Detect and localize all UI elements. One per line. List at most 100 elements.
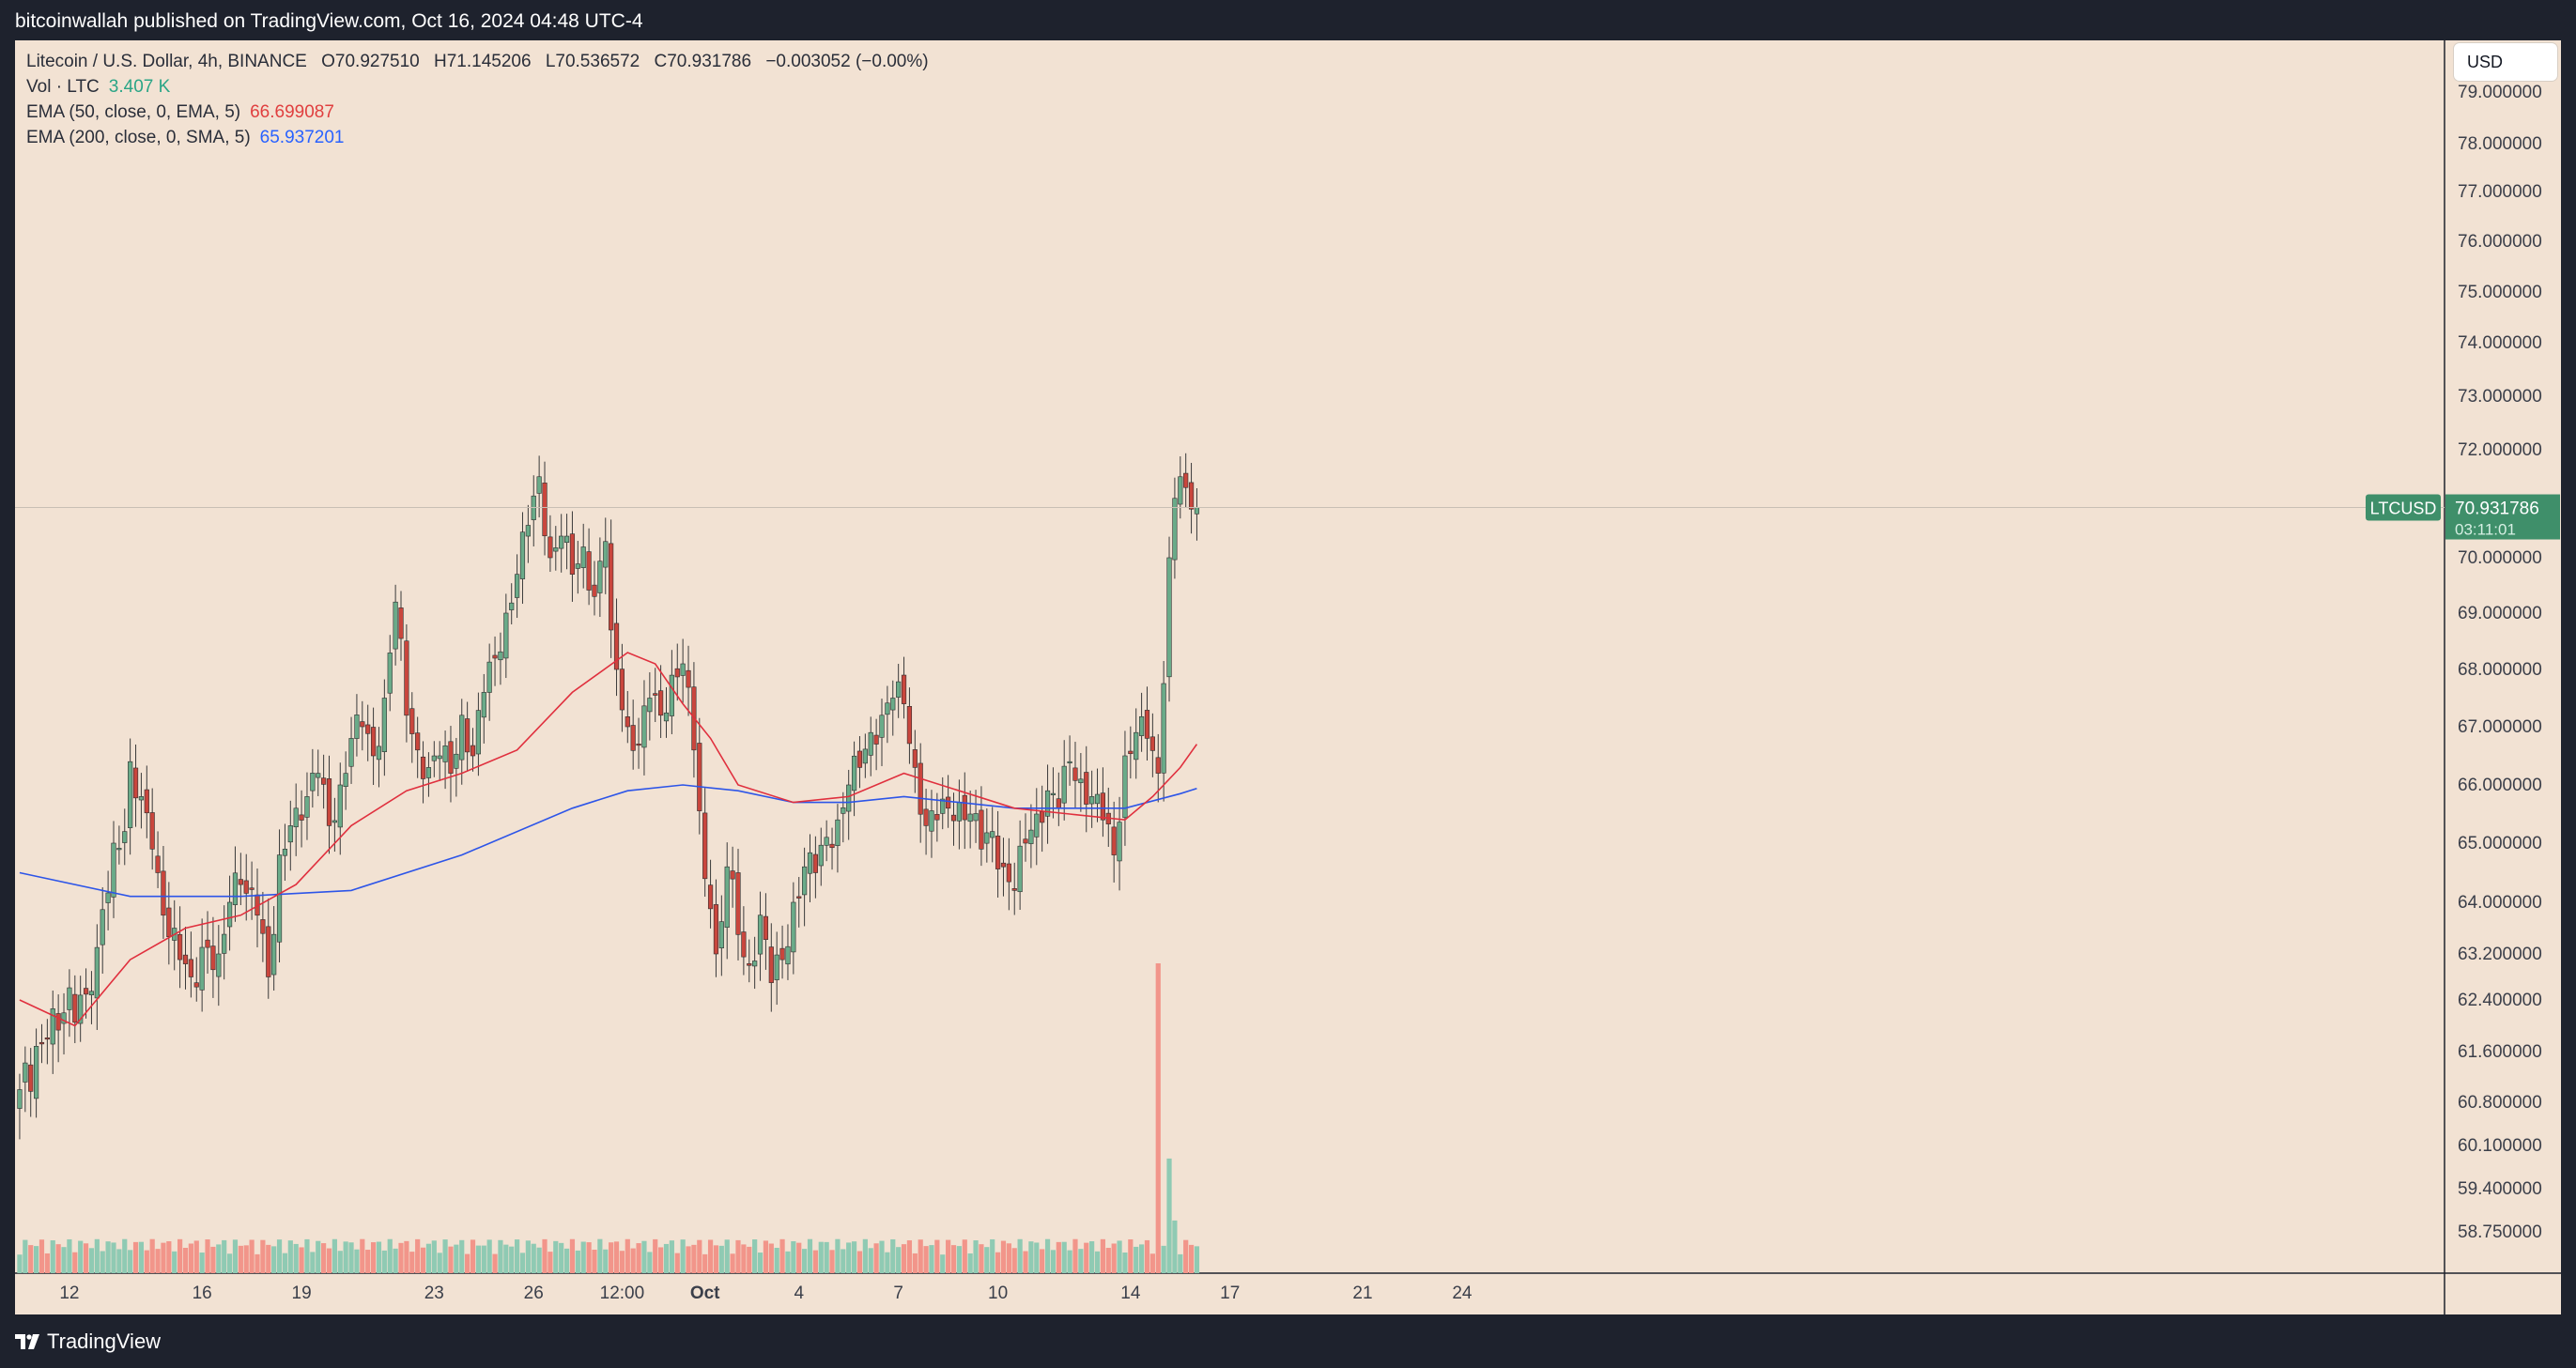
- price-tick-label: 62.400000: [2458, 991, 2542, 1010]
- ema200-legend[interactable]: EMA (200, close, 0, SMA, 5) 65.937201: [26, 128, 353, 148]
- currency-button[interactable]: USD: [2454, 43, 2557, 81]
- volume-bar: [475, 1245, 481, 1273]
- volume-bar: [1094, 1251, 1101, 1273]
- volume-bar: [28, 1245, 34, 1273]
- candle-body: [17, 1089, 23, 1109]
- volume-bar: [912, 1253, 918, 1273]
- candle-body: [67, 987, 72, 1010]
- volume-bar: [94, 1238, 100, 1273]
- candle-body: [609, 543, 614, 631]
- candle-body: [155, 855, 161, 873]
- candle-body: [918, 762, 923, 815]
- price-tick-label: 58.750000: [2458, 1222, 2542, 1242]
- volume-bar: [824, 1241, 829, 1273]
- volume-bar: [1138, 1244, 1145, 1273]
- candle-body: [509, 602, 515, 610]
- volume-bar: [653, 1238, 658, 1273]
- candle-body: [249, 887, 255, 890]
- candle-body: [1089, 796, 1095, 805]
- candle-body: [707, 884, 714, 910]
- candle-body: [72, 993, 78, 1023]
- candle-body: [128, 761, 133, 828]
- volume-bar: [973, 1240, 979, 1273]
- candle-body: [647, 698, 653, 713]
- volume-bar: [967, 1253, 973, 1273]
- chart-area[interactable]: 79.000000 78.000000 77.000000 76.000000 75.0…: [15, 40, 2561, 1314]
- volume-bar: [1117, 1240, 1122, 1273]
- volume-bar: [1017, 1238, 1023, 1273]
- volume-bar: [525, 1240, 531, 1273]
- volume-bar: [613, 1241, 620, 1273]
- volume-bar: [116, 1249, 122, 1273]
- candle-body: [1183, 472, 1189, 488]
- volume-bar: [166, 1241, 172, 1273]
- time-tick-label: 12: [59, 1283, 79, 1303]
- candle-body: [1134, 731, 1139, 761]
- candle-body: [354, 715, 360, 739]
- volume-bar: [630, 1248, 636, 1273]
- volume-bar: [465, 1253, 470, 1273]
- candle-body: [752, 961, 758, 967]
- candle-body: [962, 794, 967, 821]
- volume-bar: [260, 1239, 266, 1273]
- volume-bar: [1100, 1238, 1106, 1273]
- candle-body: [1128, 750, 1134, 755]
- volume-bar: [67, 1238, 72, 1273]
- candle-body: [260, 919, 266, 934]
- volume-bar: [647, 1252, 653, 1273]
- candle-body: [885, 702, 890, 715]
- tradingview-brand[interactable]: TradingView: [15, 1330, 161, 1354]
- volume-bar: [470, 1239, 476, 1273]
- time-tick-label: 12:00: [600, 1283, 645, 1303]
- candle-body: [1194, 507, 1200, 515]
- volume-bar: [774, 1247, 779, 1273]
- candle-body: [50, 1008, 55, 1045]
- candle-body: [287, 825, 293, 843]
- candle-body: [266, 926, 271, 977]
- volume-bar: [713, 1245, 719, 1273]
- candle-body: [514, 574, 520, 598]
- candle-body: [1061, 765, 1067, 804]
- volume-bar: [990, 1238, 995, 1273]
- ohlc-change: −0.003052 (−0.00%): [765, 52, 929, 71]
- volume-bar: [1144, 1239, 1150, 1273]
- volume-bar: [906, 1240, 913, 1273]
- candle-body: [796, 896, 802, 899]
- candle-body: [697, 743, 702, 811]
- candle-body: [1188, 482, 1195, 510]
- volume-bar: [100, 1251, 105, 1273]
- volume-bar: [1056, 1241, 1061, 1273]
- candle-body: [653, 693, 658, 696]
- price-tick-label: 68.000000: [2458, 660, 2542, 680]
- price-chart[interactable]: 79.000000 78.000000 77.000000 76.000000 75.0…: [15, 40, 2561, 1314]
- volume-bar: [580, 1241, 586, 1273]
- volume-bar: [243, 1245, 249, 1273]
- candle-body: [376, 745, 382, 761]
- candle-body: [563, 535, 570, 544]
- candle-body: [807, 852, 813, 874]
- candle-body: [597, 561, 603, 593]
- volume-bar: [437, 1253, 442, 1273]
- candle-body: [636, 743, 641, 746]
- volume-bar: [923, 1246, 929, 1273]
- candle-body: [548, 536, 553, 559]
- candle-body: [105, 892, 111, 903]
- candle-body: [188, 959, 193, 977]
- candle-body: [332, 820, 337, 823]
- volume-bar: [1166, 1158, 1172, 1273]
- candle-body: [122, 831, 128, 843]
- volume-bar: [791, 1241, 796, 1273]
- candle-body: [393, 601, 398, 650]
- candle-body: [348, 738, 354, 767]
- candle-body: [1111, 826, 1117, 855]
- volume-bar: [316, 1240, 321, 1273]
- volume-bar: [747, 1246, 752, 1273]
- candle-body: [890, 698, 896, 711]
- symbol-legend[interactable]: Litecoin / U.S. Dollar, 4h, BINANCE O70.…: [26, 52, 938, 72]
- volume-bar: [691, 1244, 697, 1273]
- time-tick-label: 19: [292, 1283, 312, 1303]
- ema50-legend[interactable]: EMA (50, close, 0, EMA, 5) 66.699087: [26, 102, 344, 123]
- price-tick-label: 60.100000: [2458, 1136, 2542, 1156]
- volume-legend[interactable]: Vol · LTC 3.407 K: [26, 77, 179, 98]
- price-tick-label: 72.000000: [2458, 440, 2542, 460]
